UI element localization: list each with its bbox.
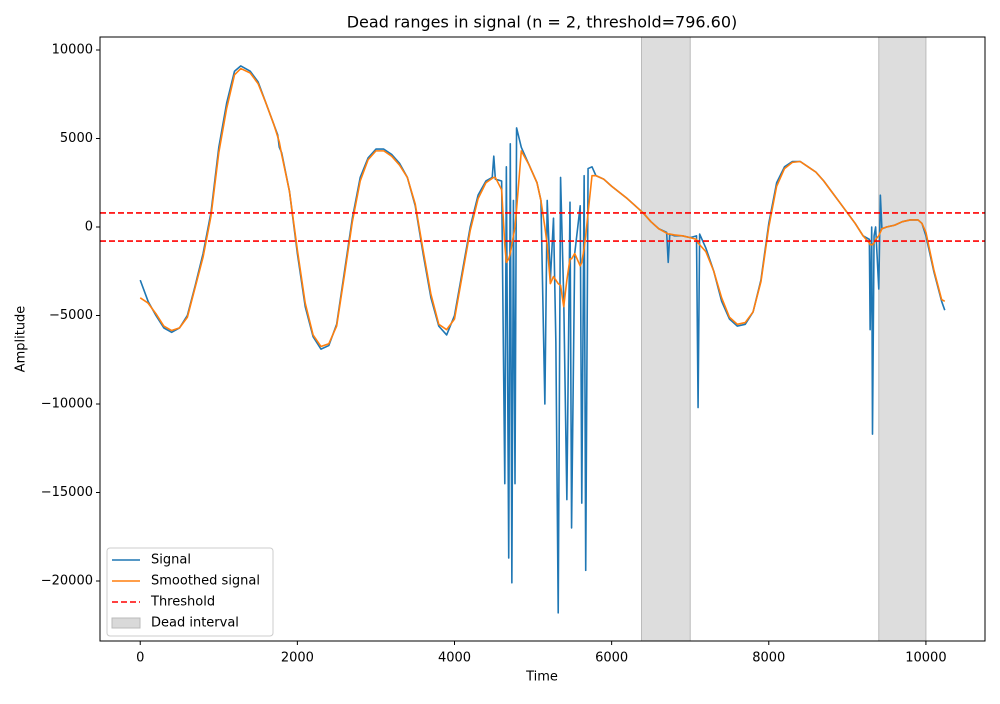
series-line [139, 67, 946, 348]
legend-label: Dead interval [151, 616, 239, 631]
x-tick-label: 4000 [438, 651, 471, 666]
chart-title: Dead ranges in signal (n = 2, threshold=… [347, 13, 738, 32]
y-tick-label: −15000 [41, 485, 93, 500]
x-tick-label: 6000 [595, 651, 628, 666]
x-tick-label: 8000 [752, 651, 785, 666]
x-tick-label: 10000 [905, 651, 946, 666]
legend-handle [111, 617, 141, 629]
legend-label: Threshold [150, 595, 215, 610]
legend-label: Signal [151, 553, 191, 568]
y-axis-label: Amplitude [14, 306, 29, 373]
legend-label: Smoothed signal [151, 574, 260, 589]
series-line [139, 65, 946, 614]
x-axis-label: Time [525, 670, 558, 685]
legend-box [106, 547, 274, 637]
axes-frame [99, 36, 986, 642]
y-tick-label: 5000 [60, 131, 93, 146]
y-tick-label: 0 [85, 219, 93, 234]
y-tick-label: −20000 [41, 573, 93, 588]
x-tick-label: 2000 [281, 651, 314, 666]
y-tick-label: −10000 [41, 396, 93, 411]
y-tick-label: 10000 [52, 42, 93, 57]
dead-interval [878, 36, 927, 642]
dead-interval [640, 36, 691, 642]
y-tick-label: −5000 [49, 308, 93, 323]
x-tick-label: 0 [136, 651, 144, 666]
